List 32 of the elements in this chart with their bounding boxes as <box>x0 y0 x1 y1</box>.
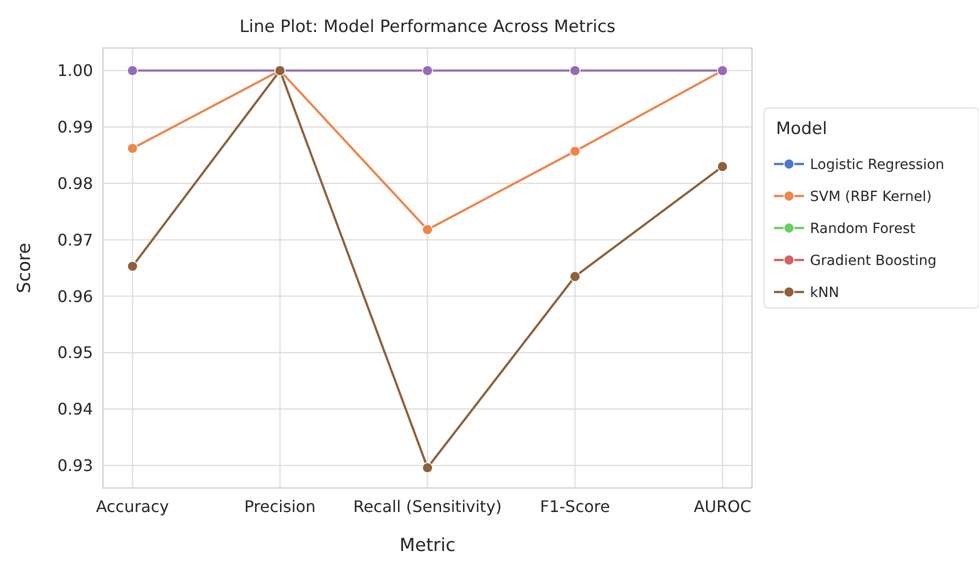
point <box>717 161 728 172</box>
point <box>570 65 580 76</box>
legend-label: Gradient Boosting <box>810 252 937 269</box>
y-tick-label: 0.96 <box>57 286 93 306</box>
y-tick-label: 0.93 <box>57 456 93 476</box>
y-tick-label: 0.98 <box>57 174 93 193</box>
x-tick-label: Precision <box>244 497 316 516</box>
chart-title: Line Plot: Model Performance Across Metrics <box>239 17 616 37</box>
point <box>127 260 138 272</box>
y-tick-label: 0.95 <box>57 343 93 362</box>
legend-title: Model <box>776 119 828 139</box>
point <box>570 271 580 282</box>
x-axis-title: Metric <box>400 535 456 556</box>
point <box>422 224 433 236</box>
y-tick-label: 0.99 <box>57 118 93 137</box>
point <box>422 65 433 76</box>
x-tick-label: AUROC <box>694 497 752 516</box>
x-tick-label: Recall (Sensitivity) <box>353 497 502 516</box>
y-axis-title: Score <box>14 242 35 294</box>
point <box>570 146 580 157</box>
legend-label: kNN <box>810 284 840 301</box>
point <box>127 65 138 76</box>
y-tick-label: 0.97 <box>57 230 93 250</box>
y-tick-label: 1.00 <box>57 61 93 80</box>
legend-label: Logistic Regression <box>810 156 944 173</box>
legend-label: SVM (RBF Kernel) <box>810 188 932 205</box>
point <box>422 462 433 474</box>
y-tick-label: 0.94 <box>57 400 93 419</box>
x-tick-label: Accuracy <box>96 497 170 516</box>
legend-label: Random Forest <box>810 220 916 237</box>
x-tick-label: F1-Score <box>540 497 610 516</box>
point <box>127 143 138 154</box>
